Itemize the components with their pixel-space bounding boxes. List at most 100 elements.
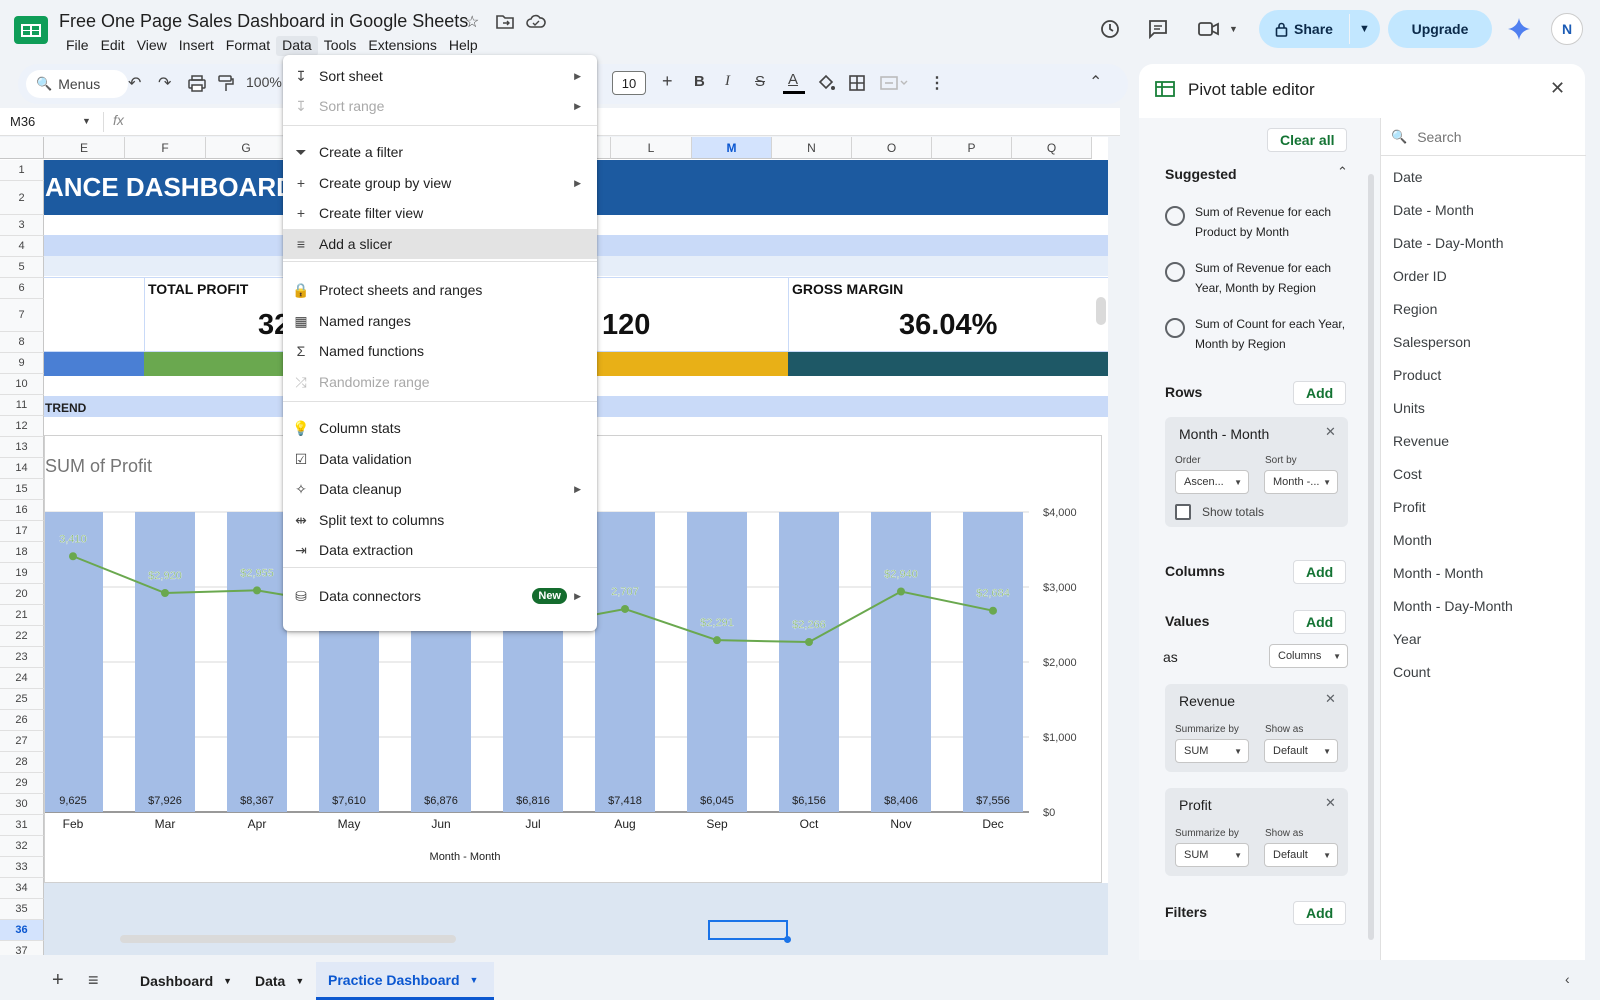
comments-icon[interactable] <box>1147 18 1169 40</box>
column-header-n[interactable]: N <box>772 137 852 159</box>
collapse-toolbar-icon[interactable]: ⌃ <box>1089 74 1103 91</box>
add-sheet-icon[interactable]: + <box>52 969 64 991</box>
row-header-23[interactable]: 23 <box>0 647 44 668</box>
menu-item-data-connectors[interactable]: ⛁ Data connectors New ▶ <box>283 581 597 611</box>
menu-item-named-functions[interactable]: Σ Named functions <box>283 336 597 366</box>
row-header-8[interactable]: 8 <box>0 332 44 353</box>
show-totals-checkbox[interactable] <box>1175 504 1191 520</box>
suggestion-radio[interactable] <box>1165 262 1185 282</box>
menu-item-sort-sheet[interactable]: ↧ Sort sheet ▶ <box>283 61 597 91</box>
column-header-m[interactable]: M <box>692 137 772 159</box>
row-header-10[interactable]: 10 <box>0 374 44 395</box>
name-box-dropdown-icon[interactable]: ▼ <box>82 116 91 126</box>
menu-data[interactable]: Data <box>276 36 318 56</box>
menu-item-create-filter-view[interactable]: + Create filter view <box>283 198 597 228</box>
star-icon[interactable]: ☆ <box>465 14 480 31</box>
meet-dropdown-icon[interactable]: ▼ <box>1229 24 1238 34</box>
version-history-icon[interactable] <box>1099 18 1121 40</box>
menu-item-data-extraction[interactable]: ⇥ Data extraction <box>283 535 597 565</box>
gemini-icon[interactable] <box>1507 17 1531 41</box>
row-header-17[interactable]: 17 <box>0 521 44 542</box>
italic-icon[interactable]: I <box>725 73 730 89</box>
field-year[interactable]: Year <box>1393 631 1422 647</box>
pivot-scrollbar-thumb[interactable] <box>1368 174 1374 940</box>
row-header-28[interactable]: 28 <box>0 752 44 773</box>
tab-dropdown-icon[interactable]: ▼ <box>295 976 305 986</box>
zoom-select[interactable]: 100% <box>246 74 282 90</box>
menu-file[interactable]: File <box>66 37 89 53</box>
column-header-e[interactable]: E <box>44 137 125 159</box>
row-header-15[interactable]: 15 <box>0 479 44 500</box>
row-header-16[interactable]: 16 <box>0 500 44 521</box>
suggestion-item[interactable]: Sum of Count for each Year, Month by Reg… <box>1165 314 1360 358</box>
menu-item-add-a-slicer[interactable]: ≡ Add a slicer <box>283 229 597 259</box>
menu-help[interactable]: Help <box>448 37 478 53</box>
field-order-id[interactable]: Order ID <box>1393 268 1447 284</box>
row-header-22[interactable]: 22 <box>0 626 44 647</box>
column-header-q[interactable]: Q <box>1012 137 1092 159</box>
column-header-l[interactable]: L <box>611 137 692 159</box>
horizontal-scrollbar-thumb[interactable] <box>120 935 456 943</box>
field-units[interactable]: Units <box>1393 400 1425 416</box>
row-header-32[interactable]: 32 <box>0 836 44 857</box>
summarize-by-select[interactable]: SUM ▼ <box>1175 843 1249 867</box>
field-cost[interactable]: Cost <box>1393 466 1422 482</box>
row-header-5[interactable]: 5 <box>0 257 44 278</box>
menus-search[interactable]: 🔍 Menus <box>26 70 128 98</box>
field-date-day-month[interactable]: Date - Day-Month <box>1393 235 1504 251</box>
field-product[interactable]: Product <box>1393 367 1442 383</box>
redo-icon[interactable]: ↷ <box>158 75 172 92</box>
row-header-27[interactable]: 27 <box>0 731 44 752</box>
row-header-33[interactable]: 33 <box>0 857 44 878</box>
menu-item-data-cleanup[interactable]: ✧ Data cleanup ▶ <box>283 474 597 504</box>
share-dropdown-icon[interactable]: ▼ <box>1359 23 1370 35</box>
suggestion-item[interactable]: Sum of Revenue for each Product by Month <box>1165 202 1360 246</box>
suggestion-item[interactable]: Sum of Revenue for each Year, Month by R… <box>1165 258 1360 302</box>
font-size-input[interactable]: 10 <box>612 71 646 95</box>
row-header-31[interactable]: 31 <box>0 815 44 836</box>
row-header-13[interactable]: 13 <box>0 437 44 458</box>
field-salesperson[interactable]: Salesperson <box>1393 334 1471 350</box>
row-header-7[interactable]: 7 <box>0 299 44 332</box>
strikethrough-icon[interactable]: S <box>755 73 766 90</box>
cloud-saved-icon[interactable] <box>526 14 546 29</box>
name-box[interactable]: M36 <box>10 114 36 129</box>
row-header-21[interactable]: 21 <box>0 605 44 626</box>
sheet-tab-data[interactable]: Data ▼ <box>243 962 314 1000</box>
summarize-by-select[interactable]: SUM ▼ <box>1175 739 1249 763</box>
collapse-side-panel-icon[interactable]: ‹ <box>1565 971 1570 987</box>
row-header-2[interactable]: 2 <box>0 181 44 215</box>
menu-item-split-text-to-columns[interactable]: ⇹ Split text to columns <box>283 505 597 535</box>
column-header-p[interactable]: P <box>932 137 1012 159</box>
select-all-corner[interactable] <box>0 137 44 159</box>
field-month[interactable]: Month <box>1393 532 1432 548</box>
collapse-suggested-icon[interactable]: ⌃ <box>1337 164 1348 179</box>
row-header-29[interactable]: 29 <box>0 773 44 794</box>
row-header-3[interactable]: 3 <box>0 215 44 236</box>
menu-item-create-a-filter[interactable]: ⏷ Create a filter <box>283 137 597 167</box>
rows-add-button[interactable]: Add <box>1293 381 1347 405</box>
row-header-9[interactable]: 9 <box>0 353 44 374</box>
menu-item-protect-sheets-and-ranges[interactable]: 🔒 Protect sheets and ranges <box>283 275 597 305</box>
row-header-19[interactable]: 19 <box>0 563 44 584</box>
close-icon[interactable]: ✕ <box>1550 78 1566 98</box>
menu-item-named-ranges[interactable]: ▦ Named ranges <box>283 306 597 336</box>
merge-cells-icon[interactable] <box>879 74 909 92</box>
menu-tools[interactable]: Tools <box>323 37 357 53</box>
row-header-35[interactable]: 35 <box>0 899 44 920</box>
meet-icon[interactable] <box>1197 19 1221 39</box>
remove-value-icon[interactable]: ✕ <box>1325 795 1336 810</box>
values-add-button[interactable]: Add <box>1293 610 1347 634</box>
remove-value-icon[interactable]: ✕ <box>1325 691 1336 706</box>
menu-extensions[interactable]: Extensions <box>368 37 437 53</box>
print-icon[interactable] <box>188 75 206 92</box>
field-count[interactable]: Count <box>1393 664 1431 680</box>
show-as-select[interactable]: Default ▼ <box>1264 843 1338 867</box>
borders-icon[interactable] <box>848 74 866 92</box>
font-size-increase-icon[interactable]: + <box>662 71 673 91</box>
column-header-f[interactable]: F <box>125 137 206 159</box>
row-header-24[interactable]: 24 <box>0 668 44 689</box>
upgrade-button[interactable]: Upgrade <box>1388 10 1492 48</box>
text-color-icon[interactable]: A <box>783 71 805 95</box>
suggestion-radio[interactable] <box>1165 206 1185 226</box>
